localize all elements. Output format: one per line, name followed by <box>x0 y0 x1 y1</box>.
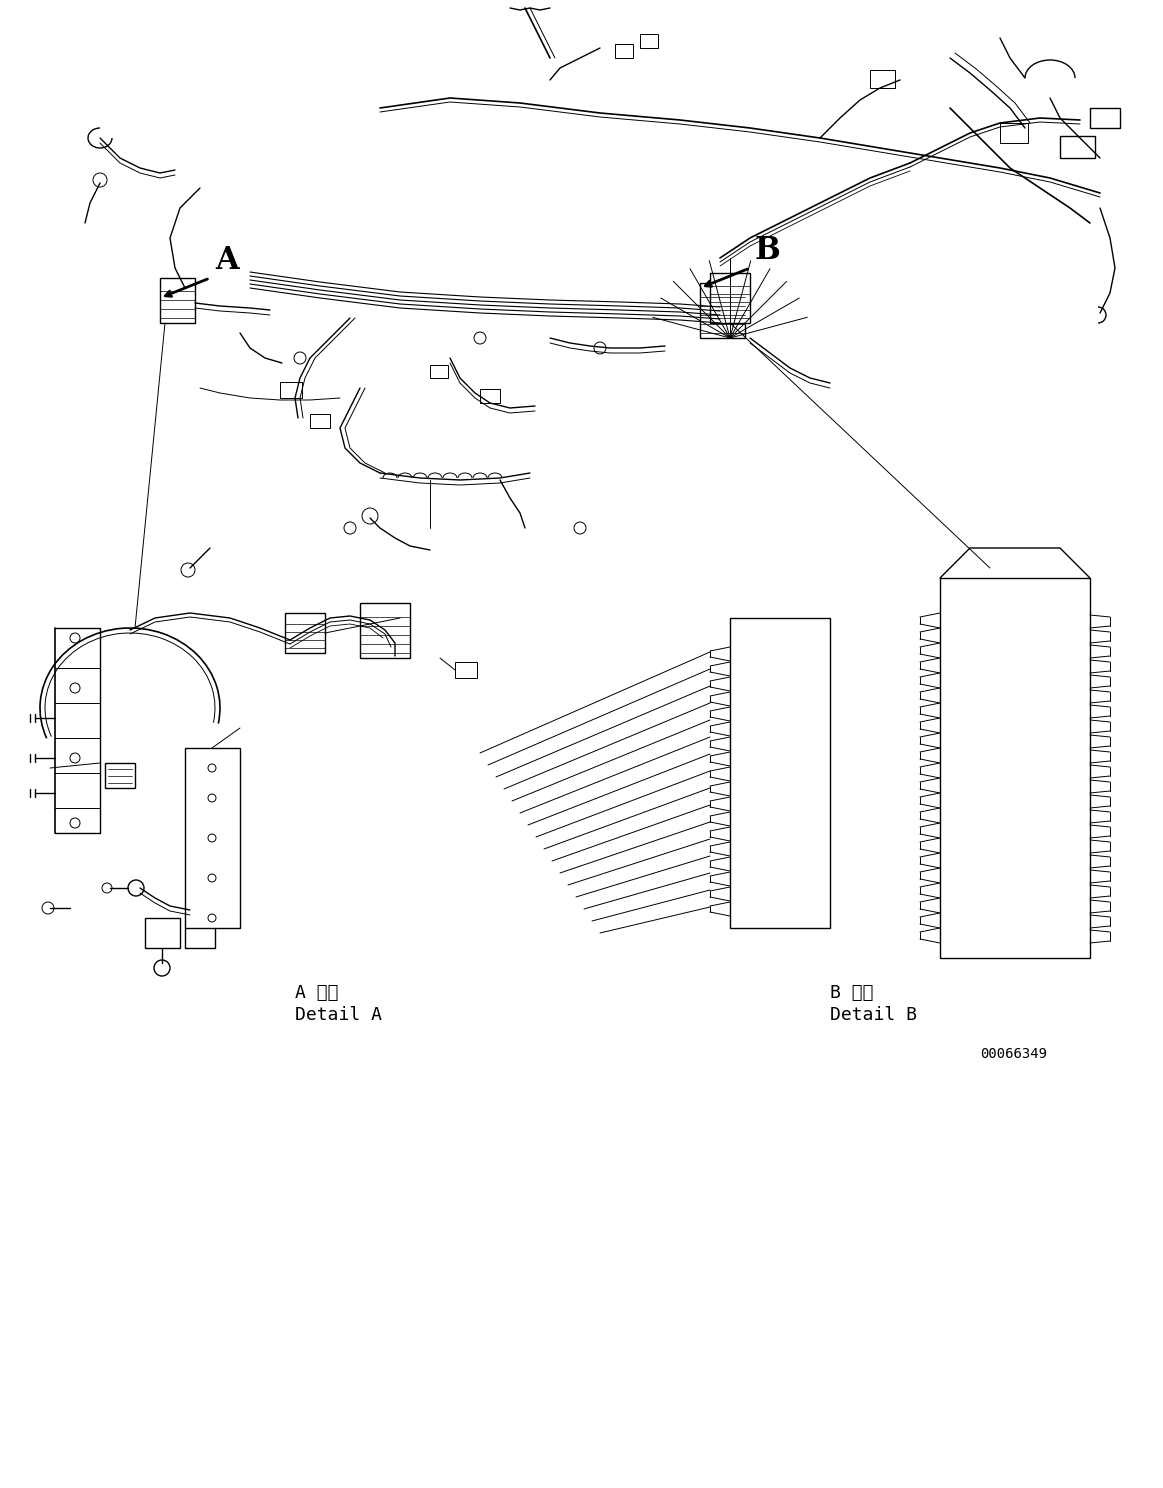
Circle shape <box>475 332 486 344</box>
Bar <box>430 365 448 378</box>
Circle shape <box>208 795 216 802</box>
Bar <box>145 918 180 948</box>
Bar <box>480 388 500 403</box>
Circle shape <box>128 879 144 896</box>
Bar <box>700 283 745 338</box>
Bar <box>285 613 324 653</box>
Bar <box>1000 124 1028 143</box>
Circle shape <box>208 873 216 882</box>
Bar <box>280 382 302 397</box>
Bar <box>105 763 135 789</box>
Circle shape <box>70 818 80 827</box>
Circle shape <box>42 902 53 914</box>
Bar <box>185 748 240 929</box>
Bar <box>361 603 411 658</box>
Circle shape <box>294 353 306 365</box>
Text: Detail A: Detail A <box>295 1006 381 1024</box>
Bar <box>615 45 633 58</box>
Bar <box>730 618 830 929</box>
Bar <box>311 414 330 429</box>
Bar <box>455 662 477 679</box>
Circle shape <box>344 522 356 534</box>
Circle shape <box>208 763 216 772</box>
Circle shape <box>154 960 170 976</box>
Bar <box>709 272 750 323</box>
Bar <box>160 278 195 323</box>
Circle shape <box>575 522 586 534</box>
Text: A 詳細: A 詳細 <box>295 984 338 1001</box>
Bar <box>1090 109 1120 128</box>
Circle shape <box>93 173 107 187</box>
Circle shape <box>70 683 80 693</box>
Circle shape <box>70 753 80 763</box>
Circle shape <box>181 562 195 577</box>
Bar <box>640 34 658 48</box>
Circle shape <box>208 833 216 842</box>
Circle shape <box>594 342 606 354</box>
Bar <box>870 70 896 88</box>
Text: B: B <box>755 235 780 266</box>
Bar <box>1059 135 1096 158</box>
Circle shape <box>362 507 378 524</box>
Text: Detail B: Detail B <box>830 1006 916 1024</box>
Text: A: A <box>215 246 238 275</box>
Circle shape <box>180 286 190 295</box>
Text: 00066349: 00066349 <box>980 1048 1047 1061</box>
Bar <box>940 577 1090 958</box>
Circle shape <box>70 632 80 643</box>
Circle shape <box>208 914 216 923</box>
Text: B 詳細: B 詳細 <box>830 984 873 1001</box>
Circle shape <box>102 882 112 893</box>
